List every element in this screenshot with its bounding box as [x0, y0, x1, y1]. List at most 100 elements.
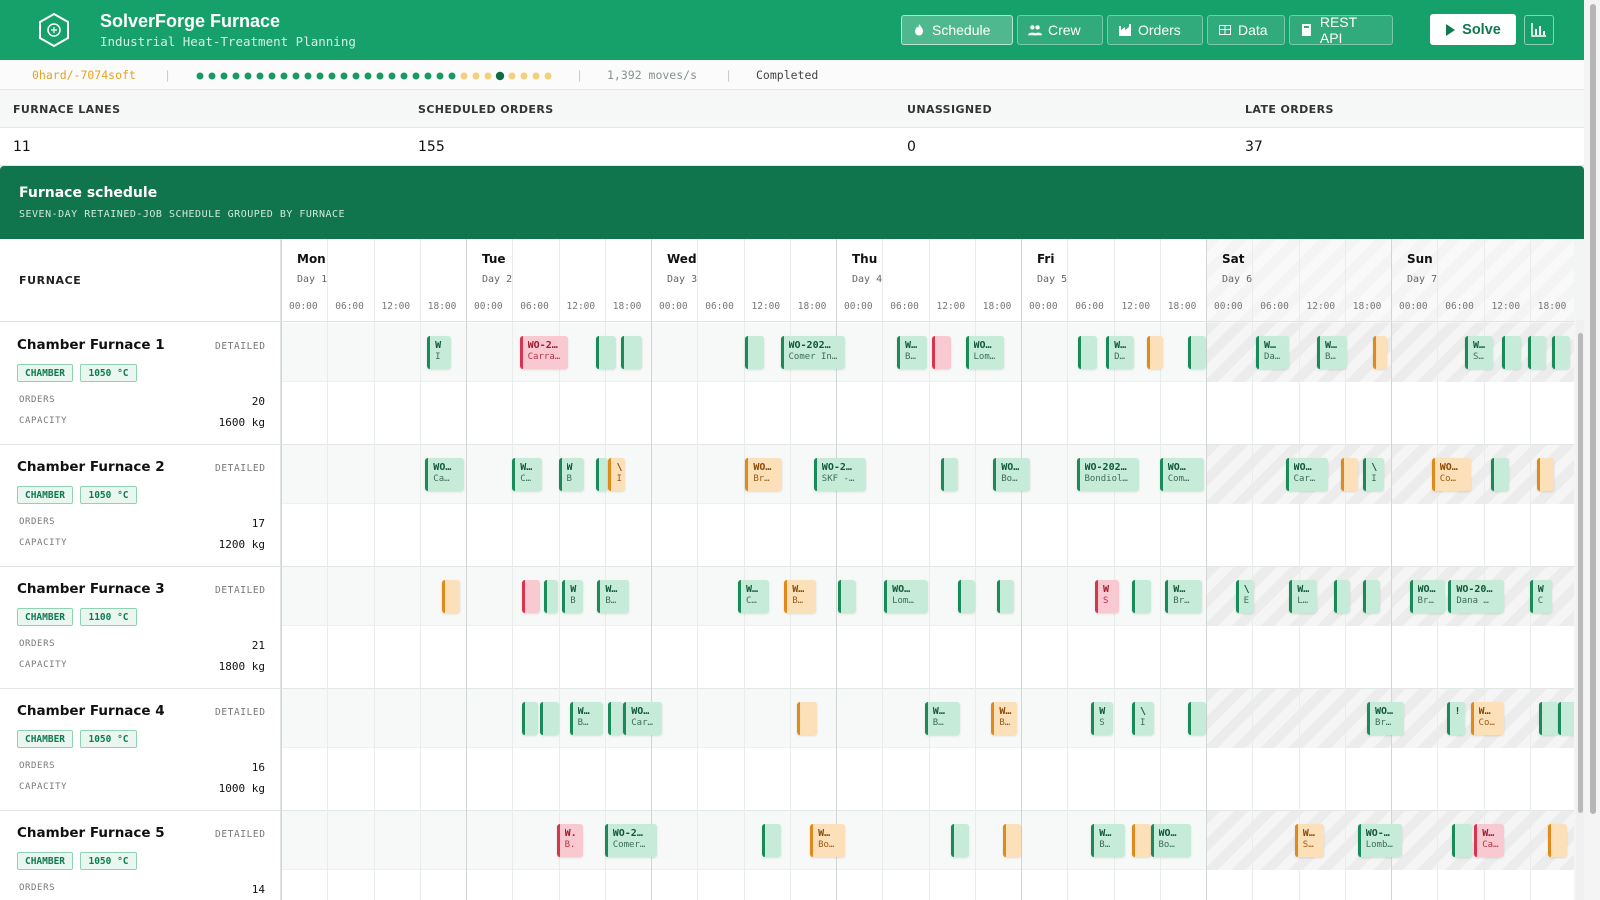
job-block[interactable]: WO-20… Dana …: [1448, 580, 1504, 613]
job-block[interactable]: \ I: [608, 458, 626, 491]
job-block[interactable]: [950, 824, 970, 857]
job-block[interactable]: [521, 702, 539, 735]
job-block[interactable]: \ E: [1235, 580, 1255, 613]
tab-schedule[interactable]: Schedule: [901, 15, 1013, 45]
furnace-timeline[interactable]: FURNACE Mon Day 1 00:00 06:00 12:00 18:00 Tue D…: [0, 239, 1574, 900]
job-block[interactable]: [540, 702, 559, 735]
job-block[interactable]: WO… Lom…: [884, 580, 929, 613]
job-block[interactable]: [1537, 458, 1554, 491]
job-block[interactable]: WO… Br…: [745, 458, 783, 491]
job-block[interactable]: [797, 702, 818, 735]
tab-orders[interactable]: Orders: [1107, 15, 1203, 45]
job-block[interactable]: [1187, 702, 1206, 735]
job-block[interactable]: WO-2… Comer…: [604, 824, 657, 857]
job-block[interactable]: [941, 458, 959, 491]
job-block[interactable]: [543, 580, 559, 613]
job-block[interactable]: WO… Br…: [1409, 580, 1445, 613]
job-block[interactable]: [762, 824, 781, 857]
job-block[interactable]: W… S…: [1294, 824, 1325, 857]
job-block[interactable]: [1539, 702, 1558, 735]
job-block[interactable]: W… Br…: [1165, 580, 1203, 613]
job-block[interactable]: W… C…: [512, 458, 542, 491]
job-block[interactable]: [837, 580, 857, 613]
job-block[interactable]: WO… Co…: [1431, 458, 1471, 491]
job-block[interactable]: [1132, 824, 1151, 857]
job-block[interactable]: WO… Car…: [1285, 458, 1329, 491]
job-block[interactable]: W… S…: [1465, 336, 1493, 369]
job-block[interactable]: W… B…: [569, 702, 603, 735]
job-block[interactable]: [441, 580, 461, 613]
job-block[interactable]: \ I: [1363, 458, 1384, 491]
job-block[interactable]: [996, 580, 1014, 613]
job-block[interactable]: W… B…: [924, 702, 960, 735]
job-block[interactable]: [1333, 580, 1351, 613]
job-block[interactable]: [1341, 458, 1358, 491]
job-block[interactable]: [1490, 458, 1510, 491]
analytics-button[interactable]: [1524, 15, 1554, 45]
job-block[interactable]: WO-202… Bondiol…: [1076, 458, 1140, 491]
job-block[interactable]: WO… Bo…: [993, 458, 1031, 491]
job-block[interactable]: WO… Bo…: [1150, 824, 1192, 857]
job-block[interactable]: [1146, 336, 1164, 369]
job-block[interactable]: [1078, 336, 1097, 369]
job-block[interactable]: W… B…: [1317, 336, 1347, 369]
job-block[interactable]: W… C…: [737, 580, 770, 613]
hour-tick: 00:00: [1029, 301, 1058, 312]
job-block[interactable]: [595, 336, 616, 369]
job-block[interactable]: W… Ca…: [1474, 824, 1504, 857]
orders-value: 20: [251, 395, 265, 408]
job-block[interactable]: [1132, 580, 1151, 613]
job-block[interactable]: [1187, 336, 1206, 369]
job-block[interactable]: [1452, 824, 1473, 857]
job-block[interactable]: [958, 580, 975, 613]
job-block[interactable]: [1548, 824, 1567, 857]
job-block[interactable]: W… B…: [991, 702, 1018, 735]
job-block[interactable]: [608, 702, 624, 735]
job-block[interactable]: [621, 336, 642, 369]
job-block[interactable]: W… B…: [897, 336, 927, 369]
job-block[interactable]: [745, 336, 764, 369]
job-block[interactable]: [1372, 336, 1388, 369]
job-block[interactable]: [521, 580, 540, 613]
job-block[interactable]: WO… Com…: [1159, 458, 1205, 491]
job-block[interactable]: W… Bo…: [810, 824, 846, 857]
job-block[interactable]: W… Da…: [1255, 336, 1290, 369]
job-block[interactable]: WO-2… Carra…: [519, 336, 568, 369]
job-block[interactable]: W… B…: [597, 580, 629, 613]
job-block[interactable]: W… L…: [1289, 580, 1317, 613]
job-block[interactable]: WO-2… SKF -…: [813, 458, 866, 491]
job-block[interactable]: WO… Ca…: [425, 458, 465, 491]
job-block[interactable]: [1363, 580, 1380, 613]
job-block[interactable]: WO… Br…: [1366, 702, 1404, 735]
tab-rest-api[interactable]: REST API: [1289, 14, 1393, 46]
job-block[interactable]: WO… Car…: [623, 702, 663, 735]
job-block[interactable]: W… B…: [784, 580, 816, 613]
job-block[interactable]: WO… Lom…: [965, 336, 1005, 369]
job-block[interactable]: !: [1446, 702, 1465, 735]
solve-button[interactable]: Solve: [1430, 14, 1516, 45]
job-block[interactable]: [1551, 336, 1571, 369]
job-block[interactable]: [932, 336, 951, 369]
job-block[interactable]: W. B.: [556, 824, 583, 857]
job-block[interactable]: [1002, 824, 1021, 857]
tab-data[interactable]: Data: [1207, 15, 1285, 45]
timeline-scroll-thumb[interactable]: [1578, 333, 1583, 813]
page-scroll-thumb[interactable]: [1590, 4, 1596, 814]
job-block[interactable]: [1557, 702, 1574, 735]
job-block[interactable]: W… Co…: [1470, 702, 1504, 735]
job-block[interactable]: [1502, 336, 1521, 369]
job-block[interactable]: [595, 458, 609, 491]
job-block[interactable]: WO-… Lomb…: [1357, 824, 1403, 857]
job-block[interactable]: WO-202… Comer In…: [780, 336, 846, 369]
job-block[interactable]: [1527, 336, 1547, 369]
job-block[interactable]: W… B…: [1091, 824, 1125, 857]
job-block[interactable]: \ I: [1132, 702, 1155, 735]
tab-crew[interactable]: Crew: [1017, 15, 1103, 45]
job-block[interactable]: W… D…: [1106, 336, 1134, 369]
